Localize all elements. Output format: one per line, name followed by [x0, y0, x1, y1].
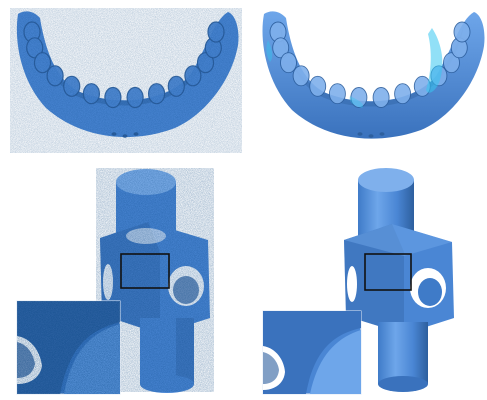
denoised-dental-scan	[262, 11, 485, 139]
noisy-cube-cylinder-model	[16, 168, 214, 395]
base-hole	[379, 132, 385, 136]
tooth	[394, 83, 412, 105]
tooth	[453, 21, 471, 43]
highlight-region	[426, 28, 443, 93]
zoom-inset-noisy	[16, 300, 121, 395]
tooth	[328, 83, 346, 105]
noisy-dental-scan	[10, 8, 242, 153]
highlight-region	[349, 96, 364, 108]
zoom-inset-denoised	[262, 310, 362, 395]
tooth	[372, 87, 390, 108]
tooth	[309, 75, 327, 97]
tooth	[350, 87, 368, 108]
zoom-selection-box	[120, 253, 170, 289]
tooth	[292, 65, 310, 87]
tooth	[443, 52, 460, 74]
base-hole	[357, 132, 363, 136]
tooth	[280, 52, 297, 74]
denoised-teeth-row	[269, 21, 471, 138]
tooth	[272, 37, 290, 59]
base-hole	[368, 134, 374, 138]
noise-texture	[10, 8, 242, 153]
highlight-region	[266, 40, 273, 62]
denoised-cube-cylinder-model	[262, 168, 454, 395]
zoom-selection-box	[364, 253, 412, 291]
